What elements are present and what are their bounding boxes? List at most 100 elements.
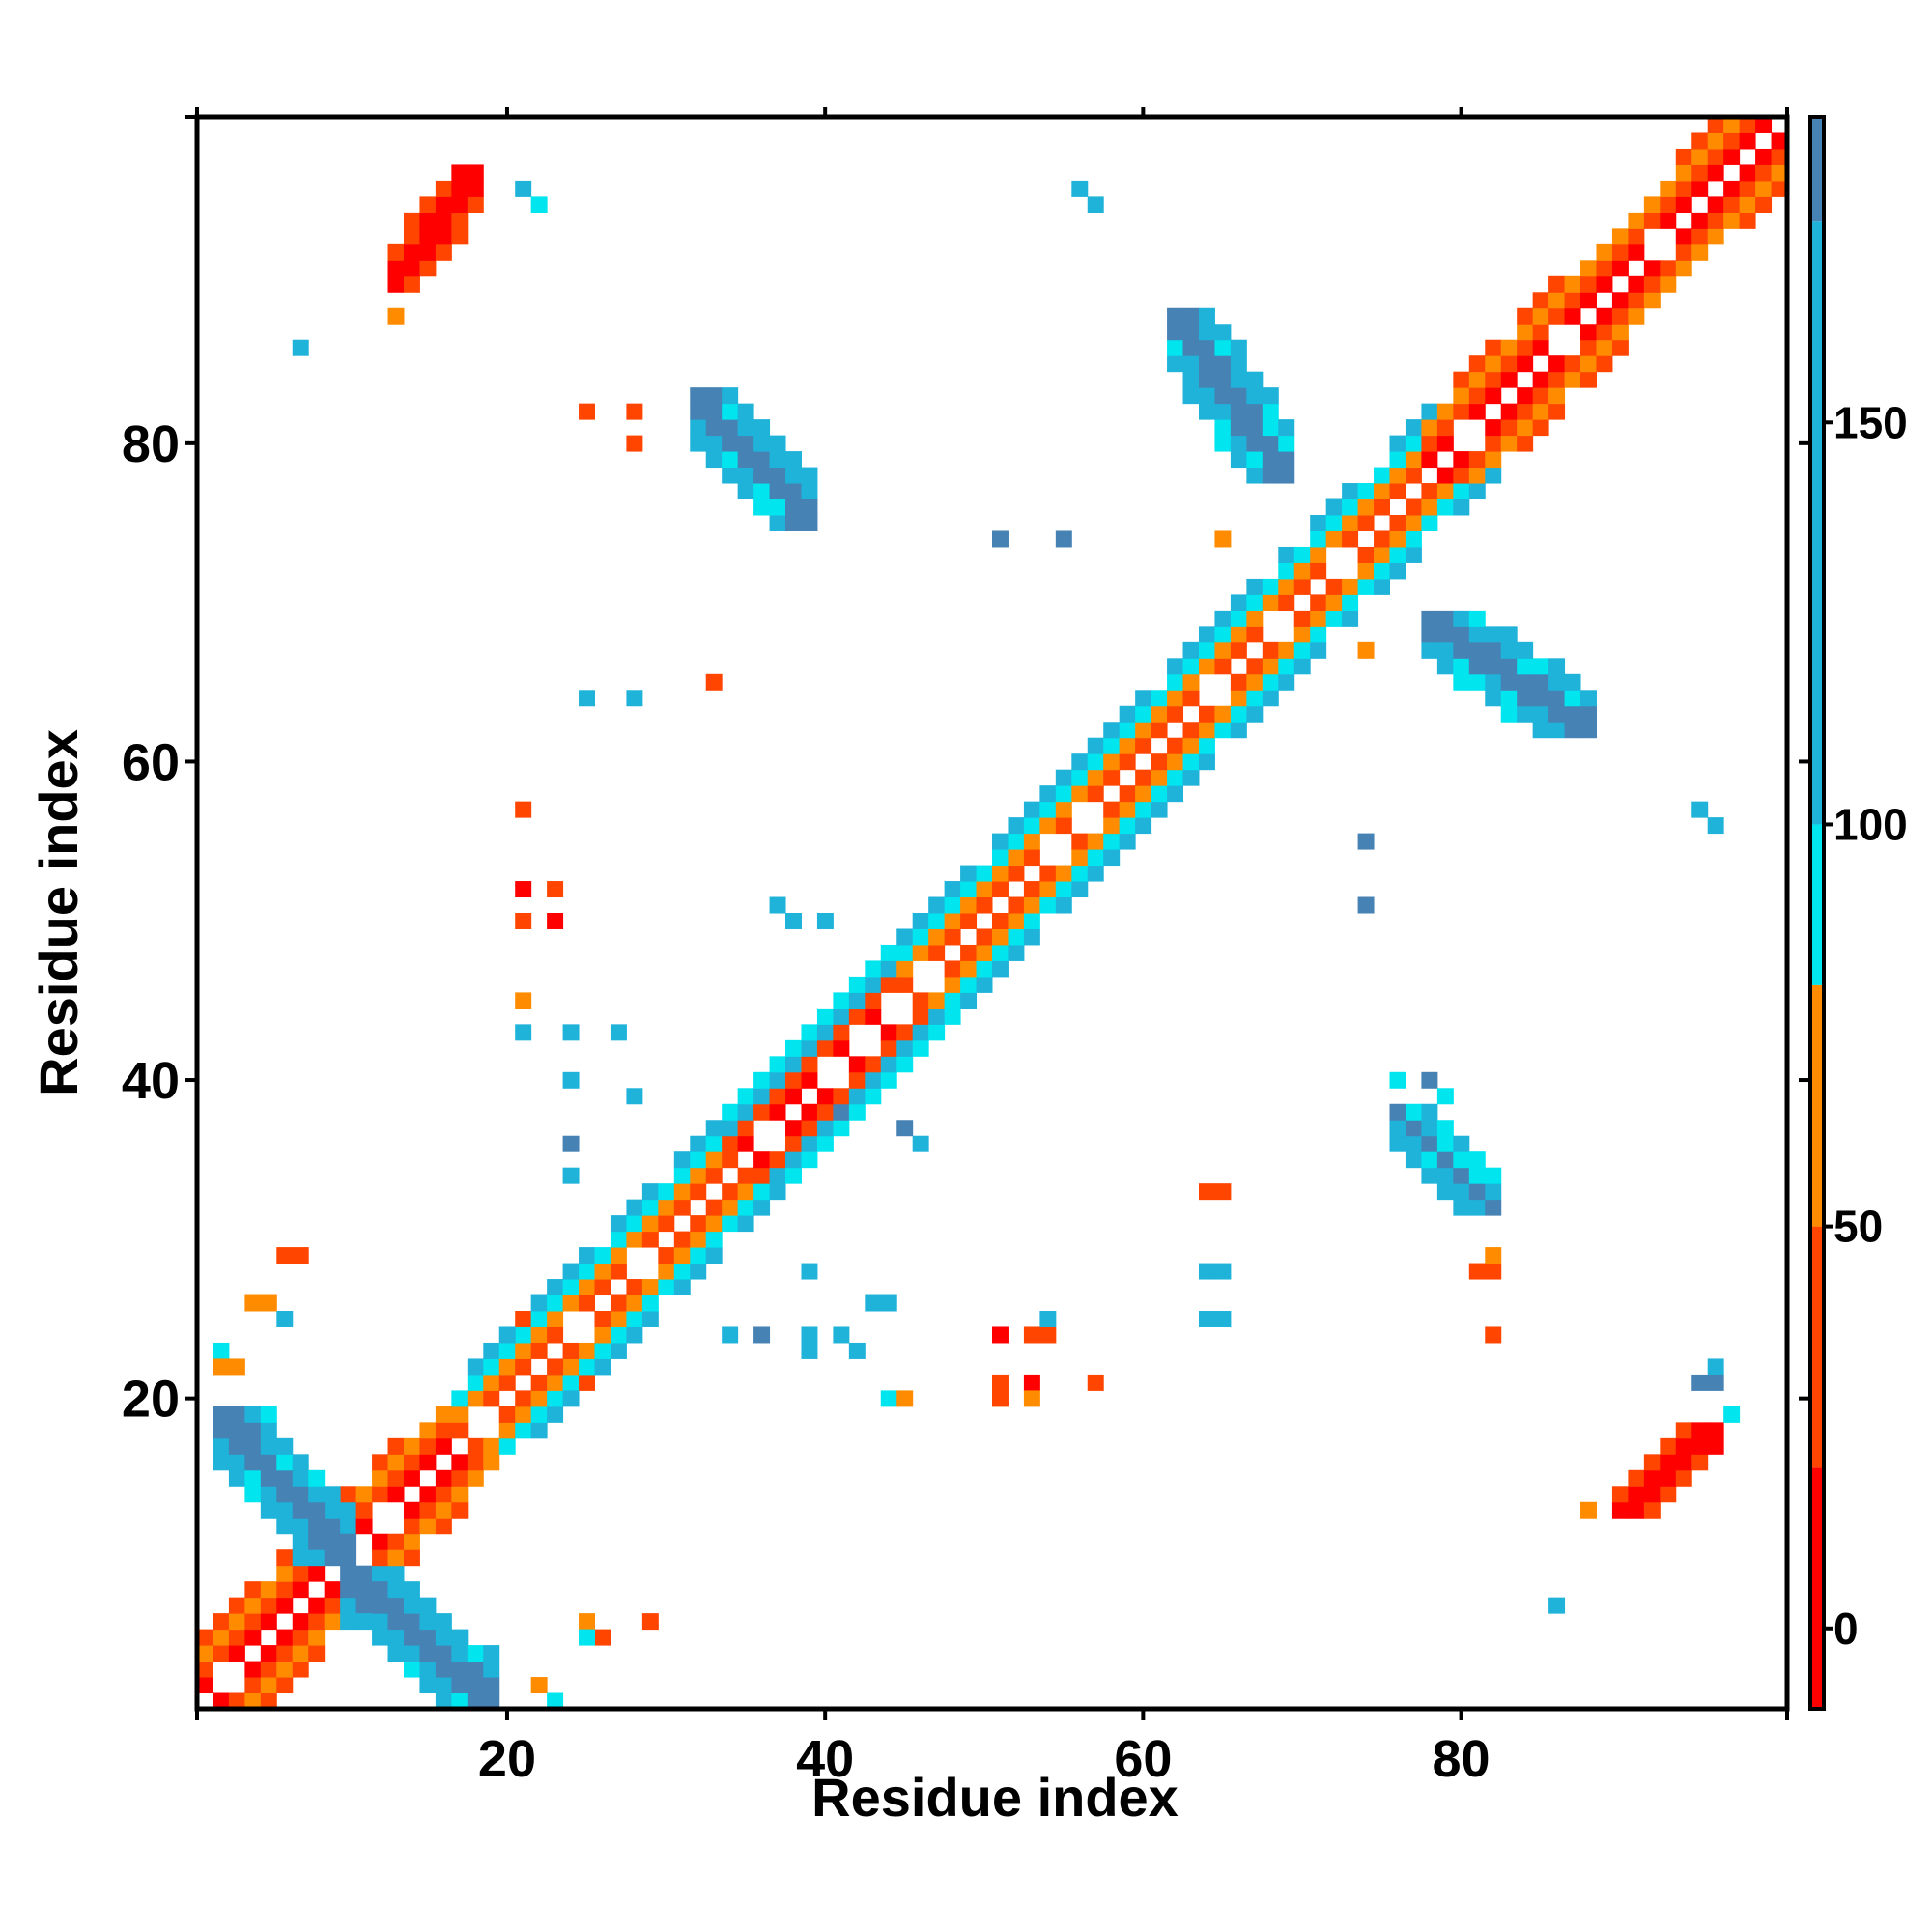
heatmap-cell: [1198, 403, 1215, 420]
heatmap-cell: [1119, 737, 1136, 754]
heatmap-cell: [403, 1549, 420, 1567]
heatmap-cell: [1771, 180, 1788, 197]
heatmap-cell: [1374, 546, 1390, 563]
heatmap-cell: [498, 1326, 516, 1344]
heatmap-cell: [1135, 817, 1152, 835]
heatmap-cell: [1675, 148, 1692, 165]
heatmap-cell: [705, 419, 723, 437]
heatmap-cell: [769, 515, 786, 531]
heatmap-cell: [1580, 371, 1597, 388]
heatmap-cell: [1198, 339, 1215, 356]
heatmap-cell: [722, 403, 739, 420]
heatmap-cell: [912, 1135, 929, 1152]
heatmap-cell: [1246, 578, 1264, 595]
heatmap-cell: [1436, 483, 1454, 500]
heatmap-cell: [1389, 1103, 1406, 1121]
heatmap-cell: [260, 1677, 277, 1694]
heatmap-cell: [673, 1167, 691, 1184]
heatmap-cell: [1135, 705, 1152, 723]
heatmap-cell: [785, 1151, 802, 1169]
heatmap-cell: [944, 992, 961, 1009]
heatmap-cell: [1564, 307, 1581, 325]
heatmap-cell: [801, 1263, 818, 1280]
heatmap-cell: [1453, 1167, 1470, 1184]
heatmap-cell: [1453, 641, 1470, 659]
heatmap-cell: [896, 944, 914, 961]
heatmap-cell: [1517, 355, 1534, 373]
heatmap-cell: [753, 435, 771, 452]
heatmap-cell: [1039, 817, 1057, 835]
heatmap-cell: [1500, 641, 1518, 659]
heatmap-cell: [435, 1692, 452, 1710]
heatmap-cell: [1453, 1151, 1470, 1169]
heatmap-cell: [1596, 307, 1613, 325]
heatmap-cell: [1628, 275, 1645, 293]
heatmap-cell: [1103, 722, 1121, 739]
heatmap-cell: [579, 690, 595, 707]
heatmap-cell: [705, 1151, 723, 1169]
heatmap-cell: [1517, 403, 1534, 420]
heatmap-cell: [1198, 737, 1215, 754]
heatmap-cell: [276, 1645, 294, 1662]
heatmap-cell: [1214, 1311, 1232, 1327]
heatmap-cell: [1691, 1437, 1709, 1455]
heatmap-cell: [833, 1120, 850, 1137]
heatmap-cell: [1421, 451, 1438, 469]
heatmap-cell: [896, 960, 914, 978]
heatmap-cell: [1611, 324, 1629, 341]
heatmap-cell: [1485, 435, 1502, 452]
heatmap-cell: [562, 1374, 580, 1391]
heatmap-cell: [530, 1311, 548, 1327]
heatmap-cell: [1342, 530, 1359, 548]
heatmap-cell: [1310, 641, 1327, 659]
heatmap-cell: [722, 1135, 739, 1152]
heatmap-cell: [1643, 1454, 1661, 1471]
heatmap-cell: [403, 260, 420, 277]
heatmap-cell: [626, 1311, 643, 1327]
heatmap-cell: [372, 1597, 389, 1614]
heatmap-cell: [1008, 896, 1025, 914]
heatmap-cell: [928, 1008, 946, 1025]
heatmap-cell: [1453, 467, 1470, 484]
heatmap-cell: [1485, 626, 1502, 643]
heatmap-cell: [801, 515, 818, 531]
heatmap-cell: [1039, 896, 1057, 914]
heatmap-cell: [801, 467, 818, 484]
heatmap-cell: [658, 1183, 675, 1201]
heatmap-cell: [403, 1597, 420, 1614]
heatmap-cell: [1389, 546, 1406, 563]
heatmap-cell: [801, 1039, 818, 1057]
heatmap-cell: [673, 1231, 691, 1248]
heatmap-cell: [1135, 769, 1152, 786]
heatmap-cell: [1564, 355, 1581, 373]
heatmap-cell: [276, 1454, 294, 1471]
heatmap-cell: [833, 1103, 850, 1121]
heatmap-cell: [340, 1533, 357, 1550]
heatmap-cell: [1755, 148, 1773, 165]
heatmap-cell: [403, 243, 420, 261]
heatmap-cell: [1580, 705, 1597, 723]
heatmap-cell: [435, 1469, 452, 1487]
heatmap-cell: [260, 1661, 277, 1678]
heatmap-cell: [1691, 212, 1709, 229]
heatmap-cell: [753, 1103, 771, 1121]
heatmap-cell: [769, 1183, 786, 1201]
heatmap-cell: [1151, 690, 1168, 707]
heatmap-cell: [355, 1613, 373, 1631]
heatmap-cell: [1580, 1501, 1597, 1519]
heatmap-cell: [387, 1437, 405, 1455]
heatmap-cell: [260, 1294, 277, 1312]
heatmap-cell: [1580, 260, 1597, 277]
heatmap-cell: [1135, 690, 1152, 707]
heatmap-cell: [340, 1613, 357, 1631]
heatmap-cell: [673, 1247, 691, 1264]
heatmap-cell: [1596, 275, 1613, 293]
heatmap-cell: [372, 1469, 389, 1487]
heatmap-cell: [737, 435, 754, 452]
heatmap-cell: [451, 1661, 469, 1678]
heatmap-cell: [992, 1326, 1009, 1344]
heatmap-cell: [387, 260, 405, 277]
heatmap-cell: [308, 1533, 326, 1550]
heatmap-cell: [1214, 371, 1232, 388]
heatmap-cell: [324, 1518, 341, 1535]
